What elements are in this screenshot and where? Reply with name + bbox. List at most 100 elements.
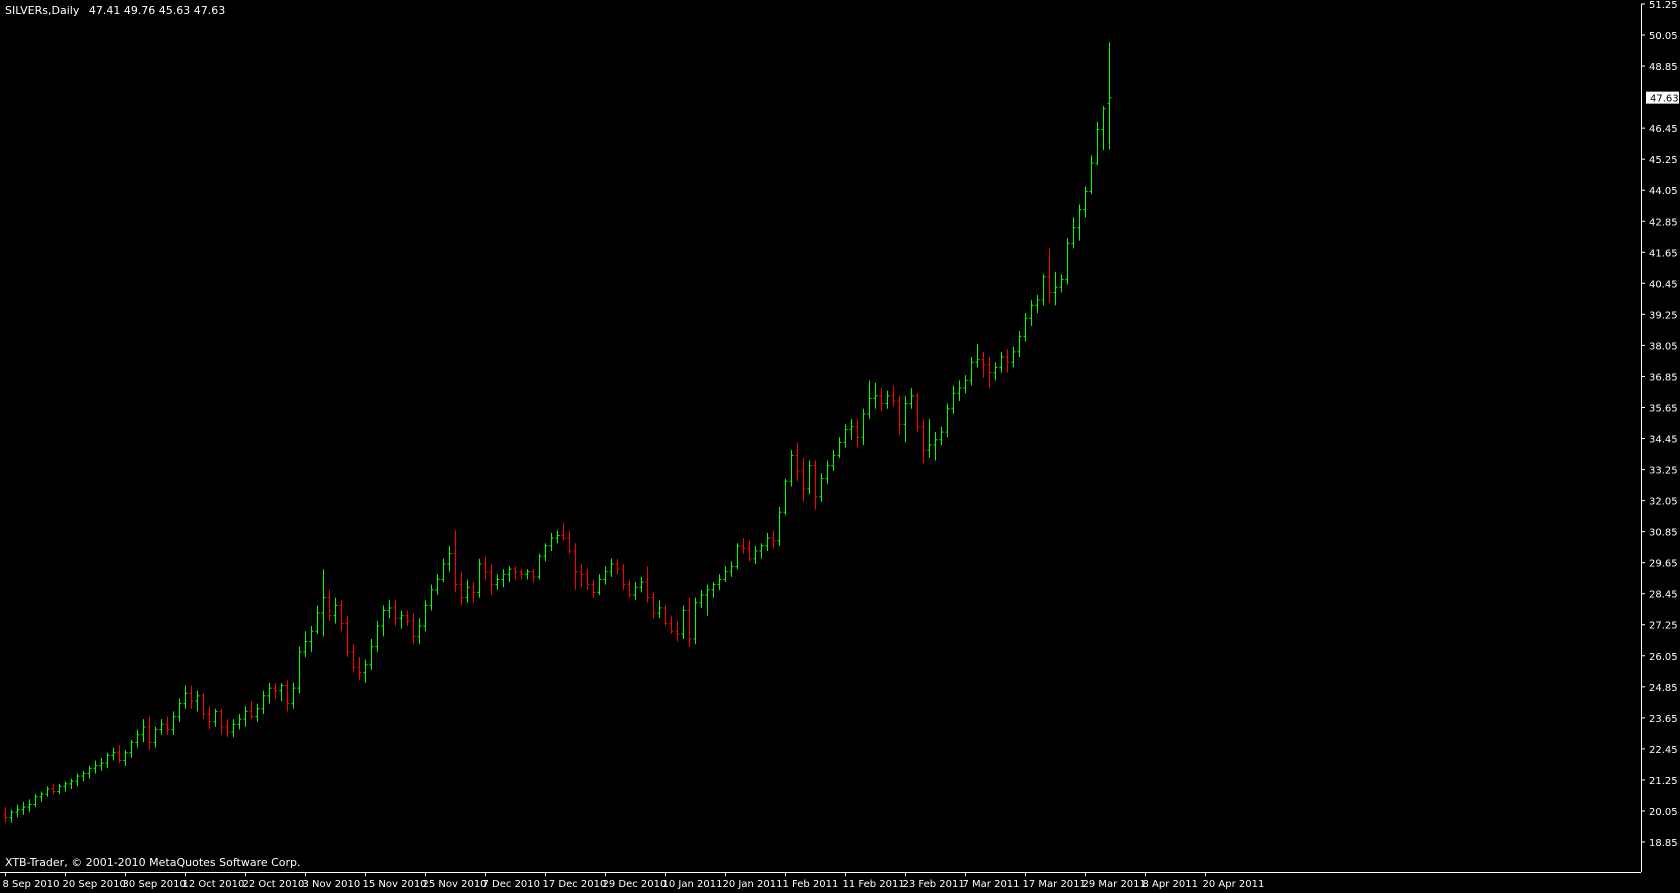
- ohlc-bar: [519, 569, 524, 580]
- ohlc-bar: [711, 582, 716, 598]
- ohlc-bar: [993, 362, 998, 381]
- ohlc-bar: [15, 804, 20, 818]
- ohlc-bar: [171, 711, 176, 735]
- ohlc-bar: [987, 357, 992, 389]
- copyright-text: XTB-Trader, © 2001-2010 MetaQuotes Softw…: [5, 856, 301, 869]
- y-tick-label: 21.25: [1649, 776, 1678, 787]
- ohlc-bar: [315, 605, 320, 634]
- ohlc-bar: [249, 701, 254, 720]
- y-tick-label: 28.45: [1649, 590, 1678, 601]
- ohlc-bar: [549, 532, 554, 552]
- ohlc-bar: [747, 540, 752, 562]
- x-tick-label: 12 Oct 2010: [183, 879, 245, 889]
- ohlc-bar: [831, 450, 836, 471]
- ohlc-bar: [357, 657, 362, 681]
- y-tick-label: 40.45: [1649, 279, 1678, 290]
- ohlc-bar: [219, 708, 224, 735]
- ohlc-bar: [963, 375, 968, 394]
- ohlc-bar: [489, 563, 494, 595]
- ohlc-bar: [51, 783, 56, 795]
- ohlc-bar: [735, 543, 740, 570]
- ohlc-bar: [459, 571, 464, 606]
- ohlc-bar: [381, 605, 386, 637]
- ohlc-bar: [405, 610, 410, 627]
- ohlc-bar: [399, 610, 404, 629]
- x-tick-label: 20 Apr 2011: [1203, 879, 1265, 889]
- ohlc-bar: [909, 388, 914, 409]
- ohlc-bar: [897, 395, 902, 435]
- ohlc-bar: [1095, 121, 1100, 166]
- ohlc-bar: [471, 582, 476, 603]
- ohlc-bar: [1035, 294, 1040, 314]
- ohlc-bar: [183, 685, 188, 709]
- ohlc-bar: [39, 791, 44, 802]
- ohlc-bar: [945, 403, 950, 438]
- ohlc-bar: [729, 561, 734, 577]
- ohlc-bar: [297, 646, 302, 694]
- ohlc-bar: [309, 626, 314, 652]
- ohlc-bar: [495, 574, 500, 590]
- x-tick-label: 20 Jan 2011: [723, 879, 783, 889]
- ohlc-bar: [429, 584, 434, 611]
- ohlc-bar: [453, 530, 458, 593]
- ohlc-bar: [951, 385, 956, 414]
- ohlc-bar: [45, 786, 50, 797]
- ohlc-bar: [657, 600, 662, 619]
- ohlc-bar: [387, 600, 392, 619]
- ohlc-bar: [699, 589, 704, 608]
- ohlc-bar: [939, 426, 944, 445]
- ohlc-bar: [627, 579, 632, 598]
- ohlc-bar: [933, 432, 938, 461]
- ohlc-bar: [825, 460, 830, 484]
- x-tick-label: 29 Mar 2011: [1083, 879, 1146, 889]
- ohlc-bar: [135, 729, 140, 748]
- ohlc-bar: [261, 690, 266, 714]
- ohlc-bar: [147, 716, 152, 751]
- ohlc-bar: [465, 579, 470, 603]
- ohlc-bar: [843, 424, 848, 448]
- x-tick-label: 3 Nov 2010: [303, 879, 361, 889]
- ohlc-bar: [681, 605, 686, 639]
- ohlc-bar: [393, 600, 398, 627]
- ohlc-bar: [207, 706, 212, 730]
- ohlc-bar: [687, 597, 692, 647]
- ohlc-bar: [231, 719, 236, 738]
- ohlc-bar: [339, 600, 344, 632]
- ohlc-bar: [57, 783, 62, 795]
- ohlc-bar: [159, 719, 164, 735]
- y-tick-label: 36.85: [1649, 372, 1678, 383]
- ohlc-bar: [891, 385, 896, 407]
- ohlc-bar: [33, 794, 38, 808]
- x-tick-label: 20 Sep 2010: [63, 879, 126, 889]
- ohlc-bar: [129, 739, 134, 758]
- ohlc-bar: [777, 507, 782, 546]
- x-tick-label: 25 Nov 2010: [423, 879, 487, 889]
- x-tick-label: 30 Sep 2010: [123, 879, 186, 889]
- ohlc-bar: [885, 390, 890, 409]
- x-tick-label: 23 Feb 2011: [903, 879, 965, 889]
- ohlc-bar: [369, 638, 374, 671]
- ohlc-bar: [507, 566, 512, 583]
- ohlc-bar: [579, 563, 584, 588]
- x-tick-label: 11 Feb 2011: [843, 879, 905, 889]
- ohlc-bar: [447, 545, 452, 572]
- ohlc-bar: [573, 543, 578, 590]
- ohlc-bar: [363, 659, 368, 683]
- ohlc-bar: [873, 382, 878, 409]
- ohlc-bar: [1083, 186, 1088, 218]
- ohlc-bar: [555, 530, 560, 544]
- ohlc-bar: [81, 770, 86, 782]
- x-tick-label: 1 Feb 2011: [783, 879, 839, 889]
- ohlc-bar: [1005, 349, 1010, 373]
- x-tick-label: 8 Apr 2011: [1143, 879, 1198, 889]
- ohlc-bar: [633, 582, 638, 601]
- x-tick-label: 22 Oct 2010: [243, 879, 305, 889]
- ohlc-bar: [753, 545, 758, 564]
- ohlc-bar: [27, 799, 32, 813]
- ohlc-bar: [417, 618, 422, 645]
- ohlc-bar: [375, 620, 380, 652]
- ohlc-bar: [303, 631, 308, 658]
- ohlc-bar: [213, 708, 218, 727]
